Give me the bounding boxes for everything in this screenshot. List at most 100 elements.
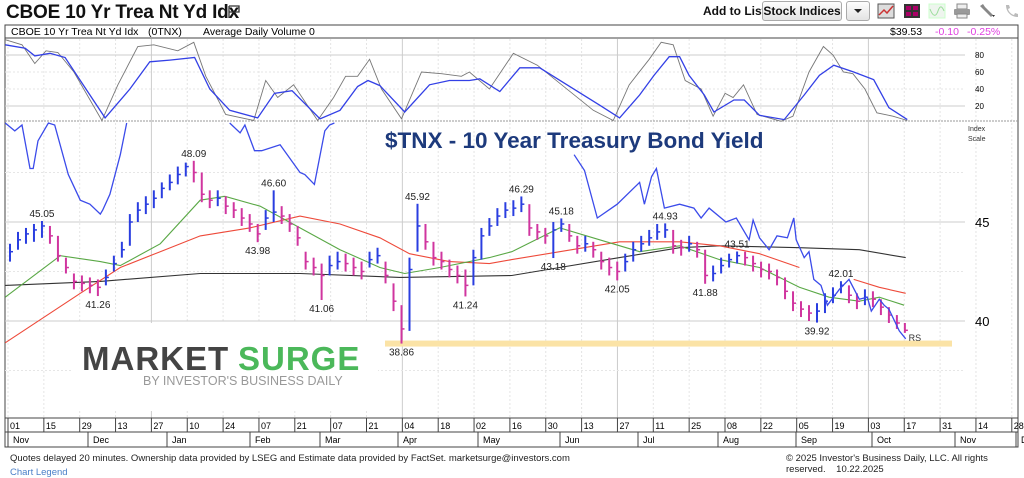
price-bar — [376, 247, 381, 264]
date-tick-label: 07 — [261, 421, 271, 431]
price-bar — [568, 223, 573, 242]
date-tick-label: 29 — [82, 421, 92, 431]
date-tick-label: 02 — [476, 421, 486, 431]
price-annotation: 41.06 — [309, 304, 334, 315]
price-annotation: 42.05 — [605, 284, 630, 295]
price-bar — [768, 263, 773, 280]
price-bar — [392, 283, 397, 312]
price-annotation: 41.24 — [453, 300, 478, 311]
info-price: $39.53 — [890, 26, 922, 38]
date-tick-label: 04 — [404, 421, 414, 431]
price-bar — [760, 261, 765, 278]
date-tick-label: 14 — [978, 421, 988, 431]
wrench-icon[interactable] — [978, 3, 996, 19]
info-change-pct: -0.25% — [967, 26, 1000, 38]
phone-icon[interactable] — [1003, 3, 1021, 19]
footer-copyright: © 2025 Investor's Business Daily, LLC. A… — [786, 453, 1024, 475]
price-bar — [344, 253, 349, 272]
price-bar — [656, 223, 661, 240]
price-bar — [871, 291, 876, 308]
price-bar — [624, 253, 629, 272]
date-tick-label: 13 — [118, 421, 128, 431]
price-bar — [9, 243, 13, 262]
date-tick-label: 03 — [870, 421, 880, 431]
info-avg-volume: Average Daily Volume 0 — [203, 26, 315, 38]
info-change: -0.10 — [935, 26, 959, 38]
month-label: Oct — [877, 435, 892, 445]
gridlines — [5, 39, 1013, 418]
price-bar — [16, 231, 21, 250]
ma-short-line — [4, 195, 905, 306]
price-bar — [464, 269, 469, 297]
print-icon[interactable] — [953, 3, 971, 19]
price-annotations: 45.05 41.26 48.09 43.98 46.60 41.06 38.86 45.92… — [29, 149, 853, 359]
month-label: Nov — [13, 435, 30, 445]
price-bar — [584, 235, 589, 252]
price-bar — [400, 305, 405, 344]
stochastic-pane — [5, 39, 908, 122]
price-bar — [520, 196, 525, 213]
price-bar — [576, 235, 581, 254]
price-bar — [128, 214, 133, 246]
chart-type-icon[interactable] — [877, 3, 895, 19]
price-bar — [815, 303, 820, 323]
price-bar — [648, 229, 653, 246]
price-bar — [264, 210, 269, 230]
price-bar — [632, 241, 637, 262]
date-tick-label: 17 — [906, 421, 916, 431]
price-bar — [488, 218, 493, 236]
date-tick-label: 11 — [655, 421, 664, 431]
flag-icon[interactable] — [228, 5, 240, 18]
price-bar — [240, 208, 245, 226]
date-tick-label: 21 — [297, 421, 307, 431]
logo-market: MARKET — [82, 340, 229, 377]
y-tick-label: 40 — [975, 314, 989, 329]
chart-legend-link[interactable]: Chart Legend — [10, 467, 68, 478]
stoch-slow-line — [5, 44, 908, 121]
price-bar — [368, 251, 373, 268]
price-bar — [384, 261, 389, 284]
price-bar — [560, 218, 565, 232]
price-bar — [48, 225, 53, 244]
price-bar — [200, 172, 205, 203]
price-bar — [712, 265, 717, 282]
price-bar — [792, 291, 797, 312]
date-tick-label: 30 — [548, 421, 558, 431]
price-bar — [528, 204, 533, 236]
price-bar — [680, 239, 685, 256]
price-bar — [536, 223, 541, 240]
rs-line-path — [4, 122, 907, 340]
price-bar — [192, 160, 197, 183]
month-label: Jul — [643, 435, 655, 445]
price-bar — [80, 275, 85, 292]
price-bar — [480, 227, 485, 260]
ma-mid-line — [4, 215, 906, 344]
price-bar — [160, 182, 165, 199]
price-bar — [408, 257, 413, 331]
price-chart[interactable]: CBOE 10 Yr Trea Nt Yd Idx (0TNX) Average… — [0, 0, 1024, 450]
month-label: May — [483, 435, 501, 445]
list-select-button[interactable]: Stock Indices — [762, 1, 842, 21]
overlay-icon[interactable] — [928, 3, 946, 19]
price-bar — [688, 235, 693, 252]
price-bar — [136, 202, 141, 222]
date-tick-label: 19 — [835, 421, 845, 431]
date-tick-label: 01 — [10, 421, 20, 431]
price-bar — [616, 261, 621, 281]
date-tick-label: 27 — [619, 421, 629, 431]
price-bar — [152, 190, 157, 209]
date-tick-label: 25 — [691, 421, 701, 431]
layout-icon[interactable] — [903, 3, 921, 19]
price-bar — [232, 202, 237, 219]
list-dropdown-button[interactable] — [846, 1, 870, 21]
price-bar — [184, 162, 189, 177]
price-bar — [720, 257, 725, 274]
date-tick-label: 10 — [189, 421, 199, 431]
price-bar — [336, 251, 341, 270]
price-bar — [696, 241, 701, 258]
price-bar — [32, 223, 37, 242]
price-bar — [424, 223, 429, 250]
month-label: Jun — [565, 435, 580, 445]
price-bar — [704, 249, 709, 284]
price-bar — [472, 249, 477, 286]
